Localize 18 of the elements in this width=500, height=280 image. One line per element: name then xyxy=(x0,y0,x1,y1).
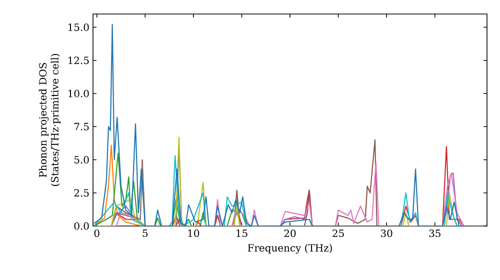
x-tick-label: 35 xyxy=(429,230,440,238)
y-tick-label: 5.0 xyxy=(74,156,89,164)
y-tick-label: 7.5 xyxy=(74,122,89,130)
x-tick-label: 0 xyxy=(94,230,100,238)
x-tick-label: 20 xyxy=(284,230,296,238)
x-tick-label: 15 xyxy=(236,230,248,238)
x-tick-label: 25 xyxy=(332,230,344,238)
x-axis-title: Frequency (THz) xyxy=(248,244,332,254)
x-tick-label: 5 xyxy=(142,230,148,237)
y-tick-label: 0.0 xyxy=(74,222,89,230)
x-tick-label: 30 xyxy=(380,230,392,238)
y-tick-label: 15.0 xyxy=(68,23,89,32)
y-axis-title: Phonon projected DOS (States/THz·primitive cell) xyxy=(38,54,60,186)
line-series xyxy=(93,24,484,226)
y-tick-label: 10.0 xyxy=(68,90,89,98)
x-tick-label: 10 xyxy=(188,230,200,238)
y-tick-label: 2.5 xyxy=(74,189,89,197)
y-tick-label: 12.5 xyxy=(68,56,89,64)
